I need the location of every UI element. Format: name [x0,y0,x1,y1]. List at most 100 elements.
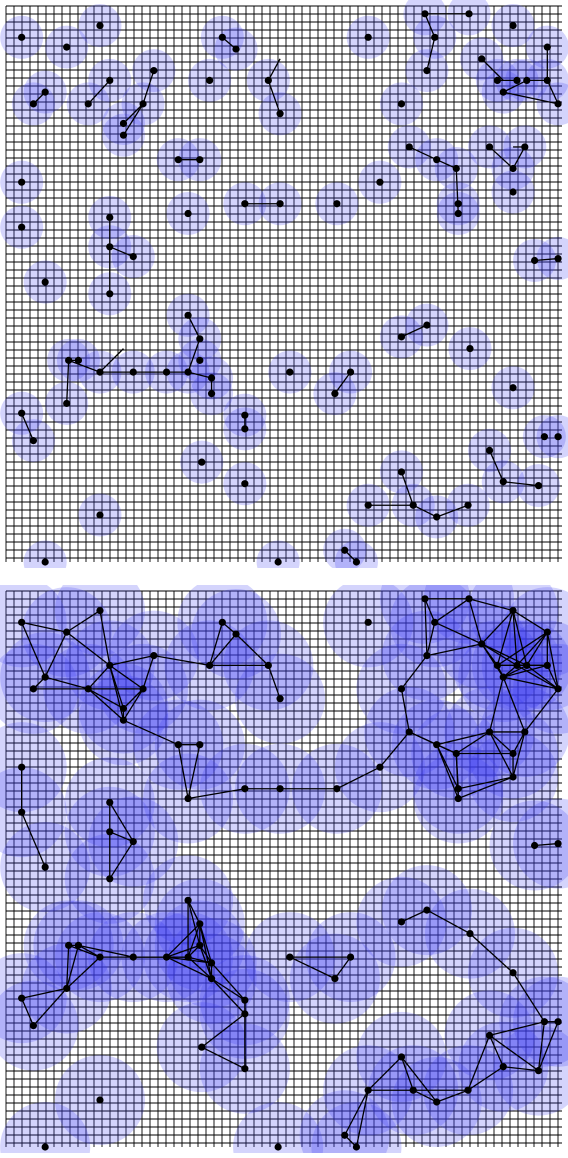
dense-coverage-graph [0,585,568,1153]
graph-node [455,785,462,792]
graph-node [219,34,226,41]
graph-node [75,942,82,949]
graph-node [196,156,203,163]
graph-node [276,200,283,207]
graph-node [241,785,248,792]
graph-node [554,255,561,262]
graph-node [75,357,82,364]
graph-node [130,838,137,845]
graph-node [509,969,516,976]
graph-node [106,290,113,297]
graph-node [18,995,25,1002]
graph-node [453,165,460,172]
graph-node [541,1018,548,1025]
graph-node [500,478,507,485]
graph-node [275,558,282,565]
graph-node [139,685,146,692]
graph-node [466,930,473,937]
graph-node [509,22,516,29]
graph-node [433,1098,440,1105]
graph-node [486,143,493,150]
graph-node [398,100,405,107]
graph-node [241,200,248,207]
graph-node [106,875,113,882]
graph-node [433,513,440,520]
graph-node [423,67,430,74]
graph-node [184,897,191,904]
graph-node [464,1087,471,1094]
graph-node [494,77,501,84]
graph-node [465,595,472,602]
graph-node [509,607,516,614]
graph-node [455,795,462,802]
graph-node [376,764,383,771]
graph-node [120,132,127,139]
graph-node [265,662,272,669]
graph-node [544,77,551,84]
graph-node [18,619,25,626]
graph-node [410,1087,417,1094]
graph-node [198,1044,205,1051]
graph-node [398,1053,405,1060]
graph-node [241,997,248,1004]
graph-node [184,368,191,375]
graph-node [96,511,103,518]
graph-node [276,695,283,702]
graph-node [410,502,417,509]
graph-node [423,322,430,329]
graph-node [42,558,49,565]
graph-node [106,799,113,806]
graph-node [455,210,462,217]
graph-node [208,374,215,381]
graph-node [341,1132,348,1139]
graph-node [63,985,70,992]
graph-node [241,412,248,419]
graph-node [276,110,283,117]
graph-node [130,253,137,260]
graph-node [453,750,460,757]
graph-node [130,368,137,375]
graph-node [398,685,405,692]
graph-node [376,179,383,186]
graph-node [208,975,215,982]
graph-node [206,662,213,669]
graph-node [333,785,340,792]
graph-node [365,1087,372,1094]
sparse-coverage-graph [0,0,568,568]
graph-node [521,143,528,150]
graph-node [544,44,551,51]
graph-node [544,662,551,669]
graph-node [500,89,507,96]
graph-node [541,433,548,440]
graph-node [63,44,70,51]
graph-node [106,662,113,669]
graph-node [500,674,507,681]
graph-node [554,433,561,440]
graph-node [150,652,157,659]
graph-node [63,400,70,407]
graph-node [513,77,520,84]
graph-node [275,1143,282,1150]
graph-node [431,619,438,626]
graph-node [42,89,49,96]
graph-node [421,595,428,602]
graph-node [85,100,92,107]
graph-node [184,312,191,319]
graph-node [423,907,430,914]
graph-node [523,77,530,84]
graph-node [18,179,25,186]
graph-node [18,809,25,816]
graph-node [433,741,440,748]
graph-node [486,447,493,454]
graph-node [106,214,113,221]
graph-node [406,143,413,150]
graph-node [196,920,203,927]
graph-node [120,705,127,712]
graph-node [341,547,348,554]
graph-node [18,410,25,417]
graph-node [544,629,551,636]
graph-node [96,1096,103,1103]
graph-node [42,1143,49,1150]
graph-node [347,368,354,375]
graph-node [535,482,542,489]
